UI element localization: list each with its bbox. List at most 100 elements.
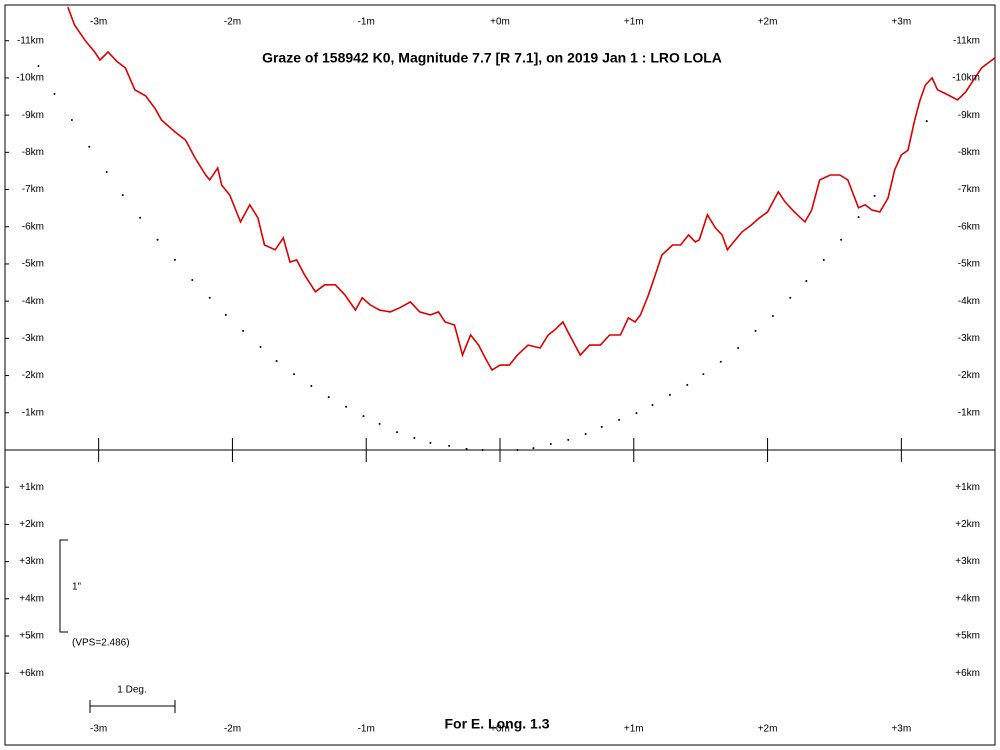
x-tick-label: +0m [490,17,510,28]
y-tick-label: -1km [958,407,980,418]
limb-dot [327,396,330,399]
limb-dot [259,345,262,348]
limb-dot [378,422,381,425]
y-tick-label: +3km [19,556,44,567]
limb-dot [429,441,432,444]
limb-dot [362,415,365,418]
limb-dot [173,258,176,261]
limb-dot [567,438,570,441]
y-tick-label: +3km [955,556,980,567]
limb-dot [857,216,860,219]
x-tick-label: +0m [490,724,510,735]
y-tick-label: -5km [22,259,44,270]
limb-dot [448,444,451,447]
limb-dot [925,120,928,123]
limb-dot [139,216,142,219]
y-tick-label: +5km [955,631,980,642]
profile-line [67,6,995,372]
y-tick-label: -7km [22,184,44,195]
y-tick-label: -9km [958,110,980,121]
limb-dot [719,360,722,363]
y-tick-label: +6km [955,668,980,679]
x-tick-label: -2m [224,724,241,735]
y-tick-label: -7km [958,184,980,195]
plot-area [37,6,995,451]
limb-dot [88,145,91,148]
y-tick-label: +6km [19,668,44,679]
limb-dot [686,383,689,386]
limb-dot [600,425,603,428]
y-tick-label: +2km [955,519,980,530]
y-tick-label: -6km [22,221,44,232]
limb-dot [822,258,825,261]
y-tick-label: +1km [955,482,980,493]
x-tick-label: +2m [758,17,778,28]
x-tick-label: -3m [90,724,107,735]
x-tick-label: +1m [624,17,644,28]
limb-dot [668,393,671,396]
y-tick-label: -3km [22,333,44,344]
y-tick-label: -6km [958,221,980,232]
limb-dot [292,373,295,376]
x-tick-label: +3m [891,17,911,28]
y-tick-label: +5km [19,631,44,642]
limb-dot [805,280,808,283]
limb-dot [275,360,278,363]
vps-label: (VPS=2.486) [72,638,130,649]
y-tick-label: -3km [958,333,980,344]
y-tick-label: -2km [22,370,44,381]
limb-dot [702,373,705,376]
y-tick-label: -1km [22,407,44,418]
x-tick-label: -1m [358,724,375,735]
footer: For E. Long. 1.3 [444,716,549,732]
limb-dot [635,412,638,415]
y-tick-label: +2km [19,519,44,530]
limb-dot [549,443,552,446]
x-tick-label: -3m [90,17,107,28]
vertical-scale-bar [59,539,68,633]
limb-dot [53,92,56,95]
y-tick-label: -10km [16,73,44,84]
limb-dot [105,171,108,174]
y-tick-label: -11km [17,35,44,46]
y-tick-label: -10km [952,73,980,84]
limb-dot [121,194,124,197]
scale-label: 1" [72,582,82,593]
x-tick-label: +2m [758,724,778,735]
limb-dot [532,447,535,450]
y-tick-label: -11km [953,35,980,46]
limb-dot [737,347,740,350]
y-tick-label: -8km [22,147,44,158]
y-tick-label: +4km [955,593,980,604]
limb-dot [208,296,211,299]
y-tick-label: +1km [19,482,44,493]
limb-dot [242,329,245,332]
limb-dot [156,238,159,241]
limb-dot [310,384,313,387]
frame [4,4,996,746]
limb-dot [224,313,227,316]
limb-dot [413,437,416,440]
limb-dot [70,118,73,121]
limb-dot [651,403,654,406]
limb-dot [789,296,792,299]
limb-dot [345,405,348,408]
chart-title: Graze of 158942 K0, Magnitude 7.7 [R 7.1… [262,50,722,66]
y-tick-label: -4km [22,296,44,307]
limb-dot [584,432,587,435]
limb-dot [840,238,843,241]
y-tick-label: -9km [22,110,44,121]
y-tick-label: -2km [958,370,980,381]
y-tick-label: -5km [958,259,980,270]
limb-dot [618,418,621,421]
limb-dot [395,431,398,434]
limb-dot [873,194,876,197]
y-tick-label: -8km [958,147,980,158]
limb-dot [37,65,40,68]
y-tick-label: -4km [958,296,980,307]
limb-dot [754,329,757,332]
x-tick-label: -2m [224,17,241,28]
limb-dot [191,278,194,281]
limb-dot [771,315,774,318]
